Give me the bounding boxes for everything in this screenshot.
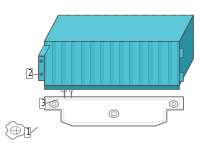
Polygon shape [104,15,124,41]
Text: 2: 2 [27,69,32,78]
FancyBboxPatch shape [133,42,139,84]
Polygon shape [179,15,193,85]
Polygon shape [153,15,172,41]
FancyBboxPatch shape [114,42,119,84]
FancyBboxPatch shape [56,42,61,84]
FancyBboxPatch shape [153,42,158,84]
Text: 3: 3 [40,99,45,108]
Polygon shape [114,15,133,41]
Polygon shape [47,15,66,41]
Polygon shape [124,15,143,41]
FancyBboxPatch shape [95,42,100,84]
Circle shape [40,73,43,75]
Polygon shape [66,15,85,41]
Circle shape [40,60,43,62]
FancyBboxPatch shape [75,42,81,84]
Text: 1: 1 [25,128,30,137]
Polygon shape [44,15,193,41]
Polygon shape [162,15,181,41]
Polygon shape [75,15,95,41]
Polygon shape [85,15,104,41]
FancyBboxPatch shape [143,42,148,84]
FancyBboxPatch shape [44,85,179,89]
FancyBboxPatch shape [179,72,183,81]
FancyBboxPatch shape [162,42,168,84]
FancyBboxPatch shape [124,42,129,84]
Polygon shape [56,15,75,41]
FancyBboxPatch shape [85,42,90,84]
FancyBboxPatch shape [38,56,44,80]
FancyBboxPatch shape [44,41,179,85]
FancyBboxPatch shape [66,42,71,84]
FancyBboxPatch shape [179,48,183,57]
Polygon shape [95,15,114,41]
FancyBboxPatch shape [47,42,52,84]
FancyBboxPatch shape [104,42,110,84]
Polygon shape [133,15,153,41]
Polygon shape [172,15,191,41]
Polygon shape [38,45,50,56]
Polygon shape [143,15,162,41]
FancyBboxPatch shape [172,42,177,84]
